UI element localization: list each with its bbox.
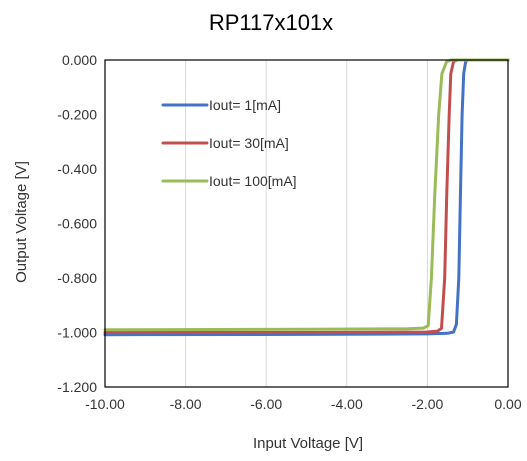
y-tick-labels: 0.000 -0.200 -0.400 -0.600 -0.800 -1.000 -1.20… bbox=[57, 52, 97, 395]
series-line bbox=[103, 58, 510, 332]
series-line bbox=[103, 58, 510, 334]
y-tick-label: -0.400 bbox=[57, 161, 97, 177]
legend: Iout= 1[mA] Iout= 30[mA] Iout= 100[mA] bbox=[161, 97, 297, 189]
legend-entry: Iout= 1[mA] bbox=[209, 97, 281, 113]
x-tick-label: -6.00 bbox=[250, 396, 282, 412]
y-tick-label: 0.000 bbox=[62, 52, 97, 68]
plot-frame bbox=[104, 59, 509, 388]
y-tick-label: -1.200 bbox=[57, 379, 97, 395]
x-axis-label: Input Voltage [V] bbox=[253, 435, 363, 452]
y-axis-label: Output Voltage [V] bbox=[13, 161, 30, 283]
x-tick-label: -4.00 bbox=[331, 396, 363, 412]
chart-title: RP117x101x bbox=[209, 10, 333, 35]
x-tick-label: 0.00 bbox=[494, 396, 521, 412]
x-tick-labels: -10.00 -8.00 -6.00 -4.00 -2.00 0.00 bbox=[85, 396, 522, 412]
y-tick-label: -0.600 bbox=[57, 216, 97, 232]
y-tick-label: -0.200 bbox=[57, 107, 97, 123]
y-tick-label: -0.800 bbox=[57, 270, 97, 286]
x-tick-label: -2.00 bbox=[411, 396, 443, 412]
legend-entry: Iout= 30[mA] bbox=[209, 135, 289, 151]
y-tick-label: -1.000 bbox=[57, 325, 97, 341]
x-tick-label: -10.00 bbox=[85, 396, 125, 412]
legend-entry: Iout= 100[mA] bbox=[209, 173, 297, 189]
x-tick-label: -8.00 bbox=[170, 396, 202, 412]
series-lines bbox=[103, 58, 510, 337]
